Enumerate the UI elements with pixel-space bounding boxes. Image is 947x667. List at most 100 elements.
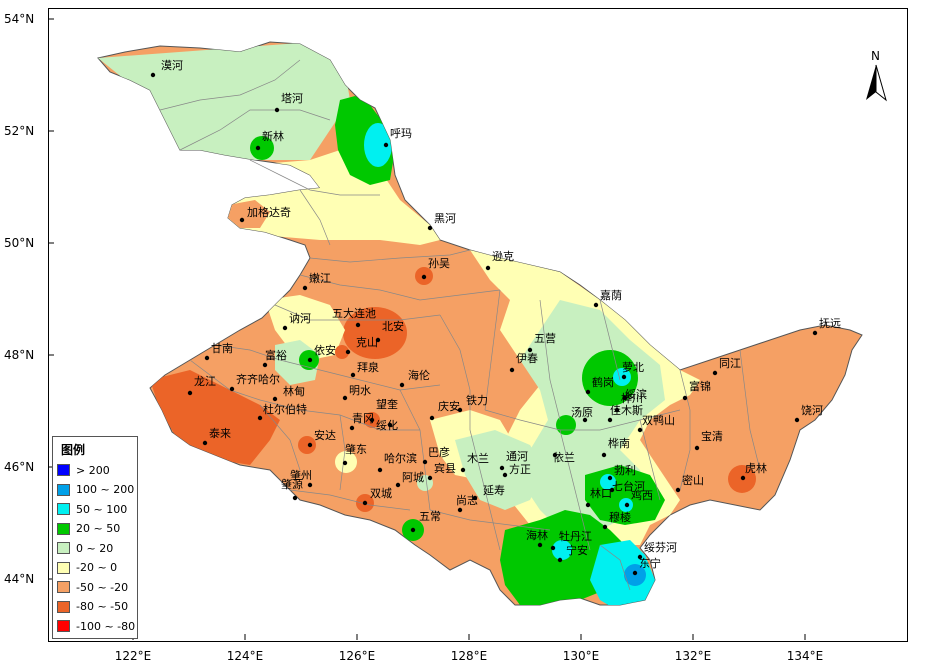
- legend-item: -80 ~ -50: [57, 599, 128, 615]
- city-label: 黑河: [434, 212, 456, 225]
- city-label: 肇州: [290, 468, 312, 482]
- legend-swatch: [57, 620, 70, 632]
- legend-item: -20 ~ 0: [57, 560, 117, 576]
- city-label: 庆安: [438, 399, 460, 413]
- city-marker: 通河: [499, 450, 528, 471]
- city-label: 克山: [356, 336, 378, 349]
- city-label: 双城: [370, 487, 392, 500]
- city-dot: [255, 145, 261, 151]
- city-dot: [457, 507, 463, 513]
- city-label: 勃利: [614, 464, 636, 477]
- city-dot: [342, 395, 348, 401]
- city-dot: [460, 467, 466, 473]
- legend-item: 50 ~ 100: [57, 501, 127, 517]
- city-label: 伊春: [516, 352, 538, 365]
- zone-minus50-20-jiagedaqi: [228, 200, 270, 228]
- city-dot: [282, 325, 288, 331]
- city-marker: 尚志: [456, 493, 478, 513]
- city-marker: 鹤岗: [585, 375, 614, 395]
- city-label: 阿城: [402, 471, 424, 484]
- city-dot: [387, 422, 393, 428]
- city-dot: [624, 502, 630, 508]
- city-marker: 依兰: [552, 451, 575, 464]
- city-marker: 阿城: [395, 471, 424, 488]
- city-marker: 富裕: [262, 348, 287, 368]
- zone-50-100-huma: [364, 123, 392, 167]
- city-label: 尚志: [456, 493, 478, 507]
- legend-label: 20 ~ 50: [76, 522, 121, 535]
- city-dot: [292, 495, 298, 501]
- longitude-tick-label: 128°E: [451, 649, 488, 663]
- city-label: 新林: [262, 129, 284, 143]
- city-label: 方正: [509, 462, 531, 476]
- city-label: 绥化: [376, 418, 398, 432]
- city-label: 肇源: [281, 477, 303, 491]
- city-dot: [601, 452, 607, 458]
- city-marker: 牡丹江: [550, 529, 592, 551]
- city-dot: [345, 349, 351, 355]
- city-marker: 五营: [527, 331, 556, 353]
- city-dot: [204, 355, 210, 361]
- latitude-tick-label: 54°N: [4, 12, 34, 26]
- city-marker: 依安: [307, 343, 336, 363]
- city-dot: [502, 472, 508, 478]
- city-label: 依安: [314, 343, 336, 357]
- city-label: 五大连池: [332, 306, 376, 320]
- city-marker: 双鸭山: [637, 414, 675, 433]
- city-dot: [229, 386, 235, 392]
- city-label: 七台河: [612, 479, 645, 493]
- city-label: 拜泉: [357, 360, 379, 374]
- city-dot: [427, 475, 433, 481]
- city-dot: [550, 545, 556, 551]
- legend-swatch: [57, 464, 70, 476]
- city-marker: 桦川: [614, 391, 643, 413]
- city-label: 林甸: [283, 384, 305, 398]
- zone-minus80-50-west: [150, 370, 280, 465]
- city-dot: [472, 495, 478, 501]
- city-marker: 绥芬河: [637, 541, 677, 560]
- city-dot: [794, 417, 800, 423]
- city-marker: 肇州: [290, 468, 313, 488]
- city-label: 海伦: [408, 368, 430, 382]
- city-label: 抚远: [819, 316, 841, 330]
- latitude-tick-label: 44°N: [4, 572, 34, 586]
- legend-label: -50 ~ -20: [76, 580, 129, 594]
- city-label: 萝北: [622, 361, 644, 374]
- city-label: 呼玛: [390, 127, 412, 140]
- city-marker: 安达: [307, 428, 336, 448]
- longitude-tick-label: 126°E: [339, 649, 376, 663]
- city-marker: 嫩江: [302, 271, 331, 291]
- city-marker: 庆安: [429, 399, 460, 421]
- city-dot: [375, 337, 381, 343]
- longitude-tick-label: 122°E: [115, 649, 152, 663]
- city-dot: [585, 389, 591, 395]
- city-label: 密山: [682, 473, 704, 487]
- longitude-labels: 122°E 124°E 126°E 128°E 130°E 132°E 134°E: [115, 649, 824, 663]
- city-dot: [362, 500, 368, 506]
- city-dot: [694, 445, 700, 451]
- city-marker: 同江: [712, 357, 741, 376]
- city-dot: [682, 395, 688, 401]
- city-dot: [429, 415, 435, 421]
- city-marker: 伊春: [509, 352, 538, 373]
- city-label: 饶河: [801, 404, 823, 417]
- city-marker: 佳木斯: [607, 403, 643, 423]
- north-arrow-icon: N: [866, 49, 887, 102]
- zone-0-20-north: [98, 42, 350, 160]
- city-marker: 巴彦: [422, 445, 450, 465]
- city-dot: [202, 440, 208, 446]
- legend-label: -20 ~ 0: [76, 561, 118, 574]
- city-dot: [457, 407, 463, 413]
- legend-swatch: [57, 581, 70, 593]
- city-dot: [609, 487, 615, 493]
- city-label: 安达: [314, 428, 336, 442]
- city-dot: [585, 502, 591, 508]
- city-marker: 铁力: [457, 394, 488, 413]
- zone-minus20-0-nehe: [265, 295, 345, 360]
- longitude-tick-label: 132°E: [675, 649, 712, 663]
- city-dot: [712, 370, 718, 376]
- city-dot: [369, 417, 375, 423]
- city-marker: 林甸: [272, 384, 305, 402]
- city-label: 逊克: [492, 250, 514, 263]
- city-marker: 木兰: [460, 452, 489, 473]
